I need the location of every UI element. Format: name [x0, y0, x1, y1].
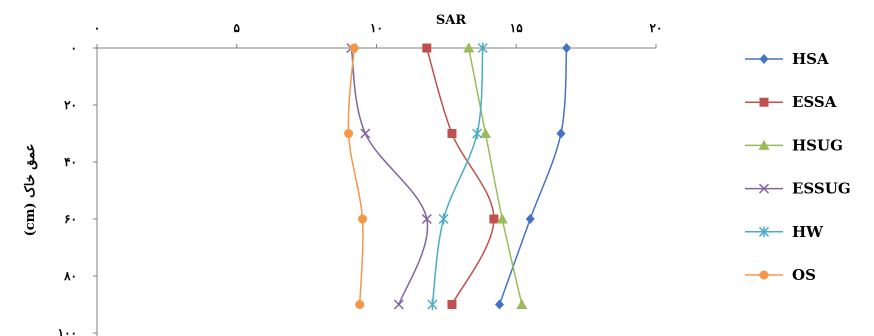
- legend: HSA ESSA HSUG ESSUG HW OS: [745, 50, 851, 284]
- data-point-hsug: [463, 42, 475, 53]
- series-hw: [427, 42, 488, 310]
- legend-item-os: OS: [745, 266, 816, 284]
- data-point-essug: [421, 213, 432, 225]
- legend-item-hsug: HSUG: [745, 136, 843, 154]
- series-line-hsa: [498, 47, 568, 305]
- data-point-hw: [472, 128, 483, 139]
- legend-label-hsa: HSA: [792, 50, 829, 68]
- series-line-essa: [426, 47, 495, 305]
- data-point-hw: [438, 213, 449, 225]
- data-point-hw: [427, 299, 438, 310]
- data-point-os: [349, 43, 359, 53]
- data-point-hsa: [562, 43, 572, 53]
- x-tick-label: ۵: [234, 21, 241, 35]
- x-axis-title: SAR: [436, 13, 466, 28]
- x-tick-label: ۲۰: [650, 21, 663, 35]
- y-tick-label: ۸۰: [63, 269, 77, 283]
- data-point-essug: [360, 128, 371, 139]
- data-point-hsug: [496, 213, 508, 224]
- legend-marker-hw: [758, 226, 770, 238]
- series-line-essug: [350, 47, 429, 305]
- x-tick-label: ۱۰: [370, 21, 383, 35]
- series-essa: [422, 43, 499, 309]
- series-essug: [346, 42, 432, 310]
- series-layer: [344, 42, 572, 310]
- legend-marker-os: [759, 270, 769, 280]
- legend-label-essug: ESSUG: [792, 180, 851, 198]
- data-point-essug: [393, 299, 404, 310]
- legend-marker-essa: [759, 97, 769, 107]
- series-line-hsug: [467, 47, 523, 305]
- legend-item-hw: HW: [745, 223, 824, 241]
- data-point-essa: [447, 300, 457, 309]
- y-tick-label: ۱۰۰: [58, 326, 77, 336]
- legend-marker-hsa: [759, 54, 769, 64]
- data-point-essa: [447, 129, 457, 138]
- legend-item-essug: ESSUG: [745, 180, 851, 198]
- x-tick-label: ۱۵: [510, 21, 523, 35]
- legend-label-os: OS: [792, 266, 816, 284]
- series-os: [344, 43, 368, 309]
- series-hsug: [463, 42, 528, 309]
- legend-marker-hsug: [758, 139, 770, 150]
- legend-label-hw: HW: [792, 223, 824, 241]
- data-point-hsa: [494, 299, 504, 310]
- data-point-hsa: [525, 214, 535, 224]
- legend-item-hsa: HSA: [745, 50, 829, 68]
- y-tick-label: ۲۰: [64, 98, 77, 112]
- y-tick-label: ۰: [71, 41, 77, 55]
- legend-item-essa: ESSA: [745, 93, 837, 111]
- series-hsa: [494, 43, 572, 310]
- data-point-hsa: [556, 128, 566, 139]
- data-point-hsug: [480, 128, 492, 138]
- y-tick-label: ۴۰: [64, 155, 77, 169]
- data-point-essa: [422, 43, 432, 53]
- x-tick-label: ۰: [94, 21, 100, 35]
- data-point-essa: [489, 214, 499, 224]
- data-point-hsug: [516, 299, 528, 309]
- series-line-os: [347, 47, 364, 305]
- data-point-hw: [477, 42, 488, 54]
- legend-marker-essug: [758, 183, 770, 194]
- series-line-hw: [431, 47, 484, 305]
- y-tick-label: ۶۰: [64, 212, 77, 226]
- legend-label-essa: ESSA: [792, 93, 837, 111]
- data-point-os: [355, 300, 365, 309]
- data-point-os: [344, 129, 354, 138]
- data-point-os: [358, 214, 368, 224]
- legend-label-hsug: HSUG: [792, 136, 843, 154]
- y-axis-title: عمق خاک (cm): [23, 144, 38, 237]
